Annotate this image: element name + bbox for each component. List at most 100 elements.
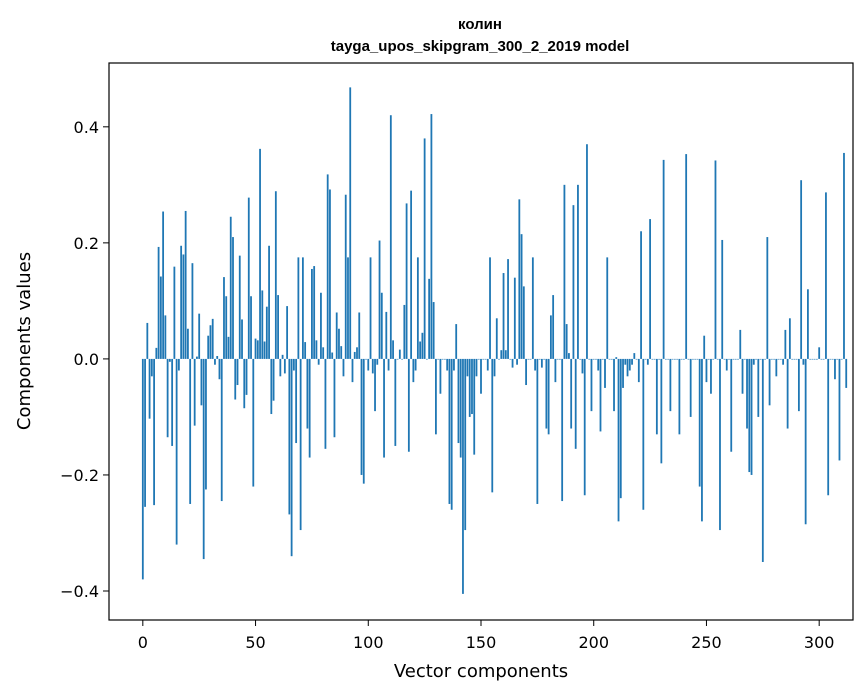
bar-component-291 [797,358,800,412]
x-tick-label: 50 [245,633,265,652]
bar-component-200 [592,358,595,360]
bar-component-67 [292,358,295,371]
bar-component-66 [290,358,293,557]
bar-component-104 [376,358,379,365]
bar-component-37 [225,296,228,359]
y-tick-label: −0.4 [60,582,99,601]
bar-component-199 [590,358,593,412]
bar-component-81 [324,358,327,449]
bar-component-100 [367,358,370,371]
bar-component-174 [534,358,537,371]
bar-component-36 [223,277,225,359]
bar-component-192 [574,358,577,449]
bar-component-275 [761,358,764,562]
bar-component-198 [588,358,591,360]
bar-component-289 [793,358,796,360]
bar-component-216 [628,358,631,371]
bar-component-33 [216,356,219,359]
bar-component-2 [146,322,149,359]
bar-component-21 [189,358,192,504]
bar-component-83 [329,189,331,359]
bar-component-278 [768,358,771,406]
bar-component-92 [349,87,352,359]
bar-component-105 [378,240,381,359]
bar-component-248 [701,358,703,522]
bar-component-24 [196,356,198,359]
bar-component-19 [184,210,187,359]
bar-component-28 [205,358,207,490]
bar-component-15 [175,358,178,545]
bar-component-60 [277,295,279,359]
bar-component-90 [344,194,347,359]
bar-component-122 [416,257,419,359]
bar-component-202 [597,358,600,371]
bar-component-234 [669,358,672,412]
bar-component-162 [507,259,509,359]
bar-component-16 [177,358,180,371]
bar-component-62 [281,354,284,359]
bar-component-265 [739,329,742,359]
bar-component-299 [816,358,818,360]
bar-component-211 [617,358,620,522]
bar-component-165 [513,277,516,359]
bar-component-161 [504,350,507,359]
bar-component-127 [428,278,431,359]
bar-component-262 [732,358,735,360]
bar-component-213 [622,358,624,388]
bar-component-196 [583,358,586,496]
bar-component-221 [640,231,642,359]
bar-component-204 [601,358,604,360]
bar-component-34 [218,358,221,380]
bar-component-3 [148,358,151,419]
bar-component-106 [380,292,383,359]
bar-component-282 [777,358,780,360]
bar-component-32 [214,358,216,365]
bar-component-52 [259,148,261,359]
bar-component-107 [383,358,385,458]
bar-component-41 [234,358,237,400]
y-axis-ticks: −0.4 −0.2 0.0 0.2 0.4 [60,118,109,601]
bar-component-261 [730,358,733,452]
bar-component-118 [407,358,410,452]
bar-component-203 [599,358,602,432]
bar-component-295 [807,289,809,359]
bar-component-210 [615,357,618,359]
bar-component-305 [829,358,832,360]
bar-component-264 [737,358,739,360]
bar-component-103 [374,358,376,412]
bar-component-177 [540,358,543,368]
bar-component-57 [270,358,273,415]
bar-component-55 [265,306,268,359]
bar-component-266 [741,358,744,394]
bar-component-214 [624,358,627,365]
bar-component-173 [531,257,534,359]
bar-component-194 [579,358,582,360]
bar-component-46 [245,358,248,395]
bar-component-307 [834,358,836,380]
bar-component-301 [820,358,823,360]
y-tick-label: 0.0 [74,350,99,369]
bar-component-156 [493,358,496,377]
bar-component-139 [455,324,458,359]
bar-component-78 [317,358,320,365]
bar-component-179 [545,358,548,429]
bar-component-53 [261,290,264,359]
bar-component-250 [705,358,708,383]
bar-component-131 [437,358,440,360]
bar-component-23 [193,358,196,426]
bar-component-185 [559,358,561,360]
bar-component-85 [333,358,336,438]
bar-component-95 [356,347,358,359]
bar-component-72 [304,342,307,359]
bar-component-70 [299,358,302,531]
bar-component-304 [827,358,830,496]
bar-component-94 [353,351,356,359]
bar-component-159 [500,350,503,359]
bar-component-259 [725,358,728,371]
bar-component-193 [577,184,579,359]
bar-component-285 [784,329,787,359]
bar-component-123 [419,341,422,359]
bar-component-99 [365,358,367,360]
bar-component-167 [518,199,521,359]
bar-component-276 [764,358,766,360]
